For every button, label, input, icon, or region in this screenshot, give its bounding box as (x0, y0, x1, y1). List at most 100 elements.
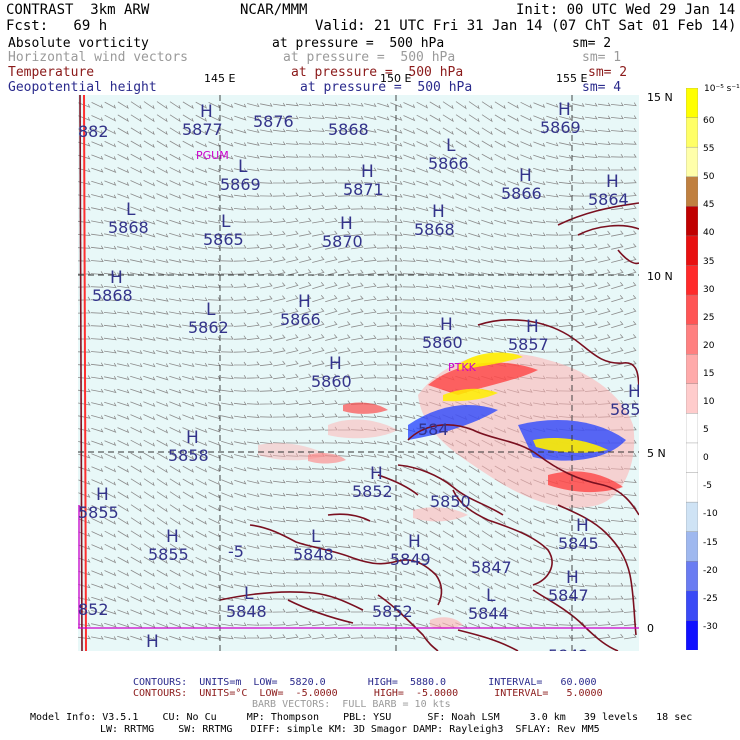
lat-label-10n: 10 N (647, 270, 673, 283)
height-value-label: 5869 (220, 175, 261, 194)
height-value-label: 585 (610, 400, 639, 419)
colorbar-swatch (686, 294, 698, 326)
pressure-center-marker: L (446, 136, 456, 156)
height-value-label: 5845 (558, 534, 599, 553)
coastlines (79, 95, 639, 651)
height-value-label: 5868 (328, 120, 369, 139)
model-info-line1: Model Info: V3.5.1 CU: No Cu MP: Thompso… (30, 712, 693, 723)
height-value-label: 5850 (430, 492, 471, 511)
station-label-ptkk: PTKK (448, 361, 477, 374)
colorbar-swatch (686, 324, 698, 355)
colorbar-tick-label: -30 (703, 621, 718, 632)
colorbar-swatch (686, 383, 698, 415)
colorbar-tick-label: 5 (703, 425, 709, 436)
pressure-center-marker: H (96, 485, 109, 505)
height-value-label: 5847 (471, 558, 512, 577)
pressure-center-marker: H (146, 632, 159, 651)
pressure-center-marker: L (311, 527, 321, 547)
pressure-center-marker: H (166, 527, 179, 547)
pressure-center-marker: H (110, 268, 123, 288)
station-label-pgum: PGUM (196, 149, 229, 162)
height-value-label: 5848 (226, 602, 267, 621)
field-name-geopotential: Geopotential height (8, 80, 157, 95)
colorbar-tick-label: 10 (703, 397, 715, 407)
height-value-label: 5865 (203, 230, 244, 249)
colorbar-swatch (686, 117, 698, 148)
lat-label-5n: 5 N (647, 447, 666, 460)
colorbar-tick-label: -15 (703, 537, 718, 548)
height-value-label: 5868 (414, 220, 455, 239)
height-value-label: 5868 (108, 218, 149, 237)
field-sm-geopotential: sm= 4 (582, 80, 622, 95)
colorbar-swatch (686, 620, 698, 650)
pressure-center-marker: H (440, 315, 453, 335)
lat-label-15n: 15 N (647, 91, 673, 104)
pressure-center-marker: H (576, 516, 589, 536)
colorbar-unit: 10⁻⁵ s⁻¹ (704, 84, 740, 94)
pressure-center-marker: L (244, 584, 254, 604)
wind-barb-field (78, 101, 637, 641)
colorbar-tick-label: 60 (703, 116, 715, 126)
colorbar-swatch (686, 531, 698, 562)
colorbar-tick-label: 0 (703, 453, 709, 464)
pressure-center-marker: H (566, 568, 579, 588)
colorbar-tick-label: 25 (703, 312, 715, 323)
height-value-label: 5852 (372, 602, 413, 621)
colorbar-tick-label: -10 (703, 509, 718, 520)
lon-label-150: 150 E (380, 72, 412, 85)
height-value-label: 5857 (128, 650, 169, 651)
lon-label-145: 145 E (204, 72, 236, 85)
height-value-label: 5855 (78, 503, 119, 522)
colorbar-swatch (686, 146, 698, 178)
colorbar-tick-label: 15 (703, 368, 715, 379)
colorbar-tick-label: 50 (703, 172, 715, 183)
pressure-center-marker: H (298, 292, 311, 312)
pressure-center-marker: H (408, 532, 421, 552)
height-value-label: 5862 (188, 318, 229, 337)
colorbar-tick-label: -5 (703, 481, 712, 492)
height-value-label: 5849 (390, 550, 431, 569)
pressure-center-marker: H (606, 172, 619, 192)
height-value-label: 882 (78, 122, 109, 141)
height-value-label: 584 (418, 420, 449, 439)
pressure-center-marker: L (486, 586, 496, 606)
pressure-center-marker: H (186, 428, 199, 448)
height-value-label: 5847 (548, 586, 589, 605)
colorbar-swatch (686, 590, 698, 622)
pressure-center-marker: H (329, 354, 342, 374)
colorbar-swatch (686, 235, 698, 267)
field-level-wind: at pressure = 500 hPa (283, 50, 456, 65)
height-value-label: 5852 (352, 482, 393, 501)
colorbar-swatch (686, 354, 698, 385)
height-value-label: 5848 (293, 545, 334, 564)
colorbar-tick-label: 45 (703, 200, 715, 211)
height-value-label: 852 (78, 600, 109, 619)
colorbar-swatch (686, 265, 698, 296)
lon-label-155: 155 E (556, 72, 588, 85)
height-value-label: 5855 (148, 545, 189, 564)
center-title: NCAR/MMM (240, 2, 308, 18)
wind-barbs (78, 101, 637, 641)
field-sm-temperature: sm= 2 (588, 65, 628, 80)
colorbar-tick-label: 35 (703, 256, 715, 267)
colorbar-swatch (686, 206, 698, 237)
colorbar-tick-label: -20 (703, 565, 718, 576)
height-value-label: 5866 (428, 154, 469, 173)
valid-time: Valid: 21 UTC Fri 31 Jan 14 (07 ChT Sat … (315, 18, 737, 34)
height-value-label: 5858 (168, 446, 209, 465)
pressure-center-marker: H (526, 317, 539, 337)
field-name-temperature: Temperature (8, 65, 95, 80)
height-value-label: 5866 (501, 184, 542, 203)
colorbar-swatch (686, 561, 698, 592)
pressure-center-marker: H (558, 100, 571, 120)
pressure-center-marker: L (221, 212, 231, 232)
pressure-center-marker: H (370, 464, 383, 484)
pressure-center-marker: L (238, 157, 248, 177)
height-value-label: 5877 (182, 120, 223, 139)
init-time: Init: 00 UTC Wed 29 Jan 14 (516, 2, 736, 18)
colorbar-tick-label: 40 (703, 228, 715, 239)
height-value-label: 5860 (311, 372, 352, 391)
height-value-label: 5860 (422, 333, 463, 352)
height-value-label: 5857 (508, 335, 549, 354)
